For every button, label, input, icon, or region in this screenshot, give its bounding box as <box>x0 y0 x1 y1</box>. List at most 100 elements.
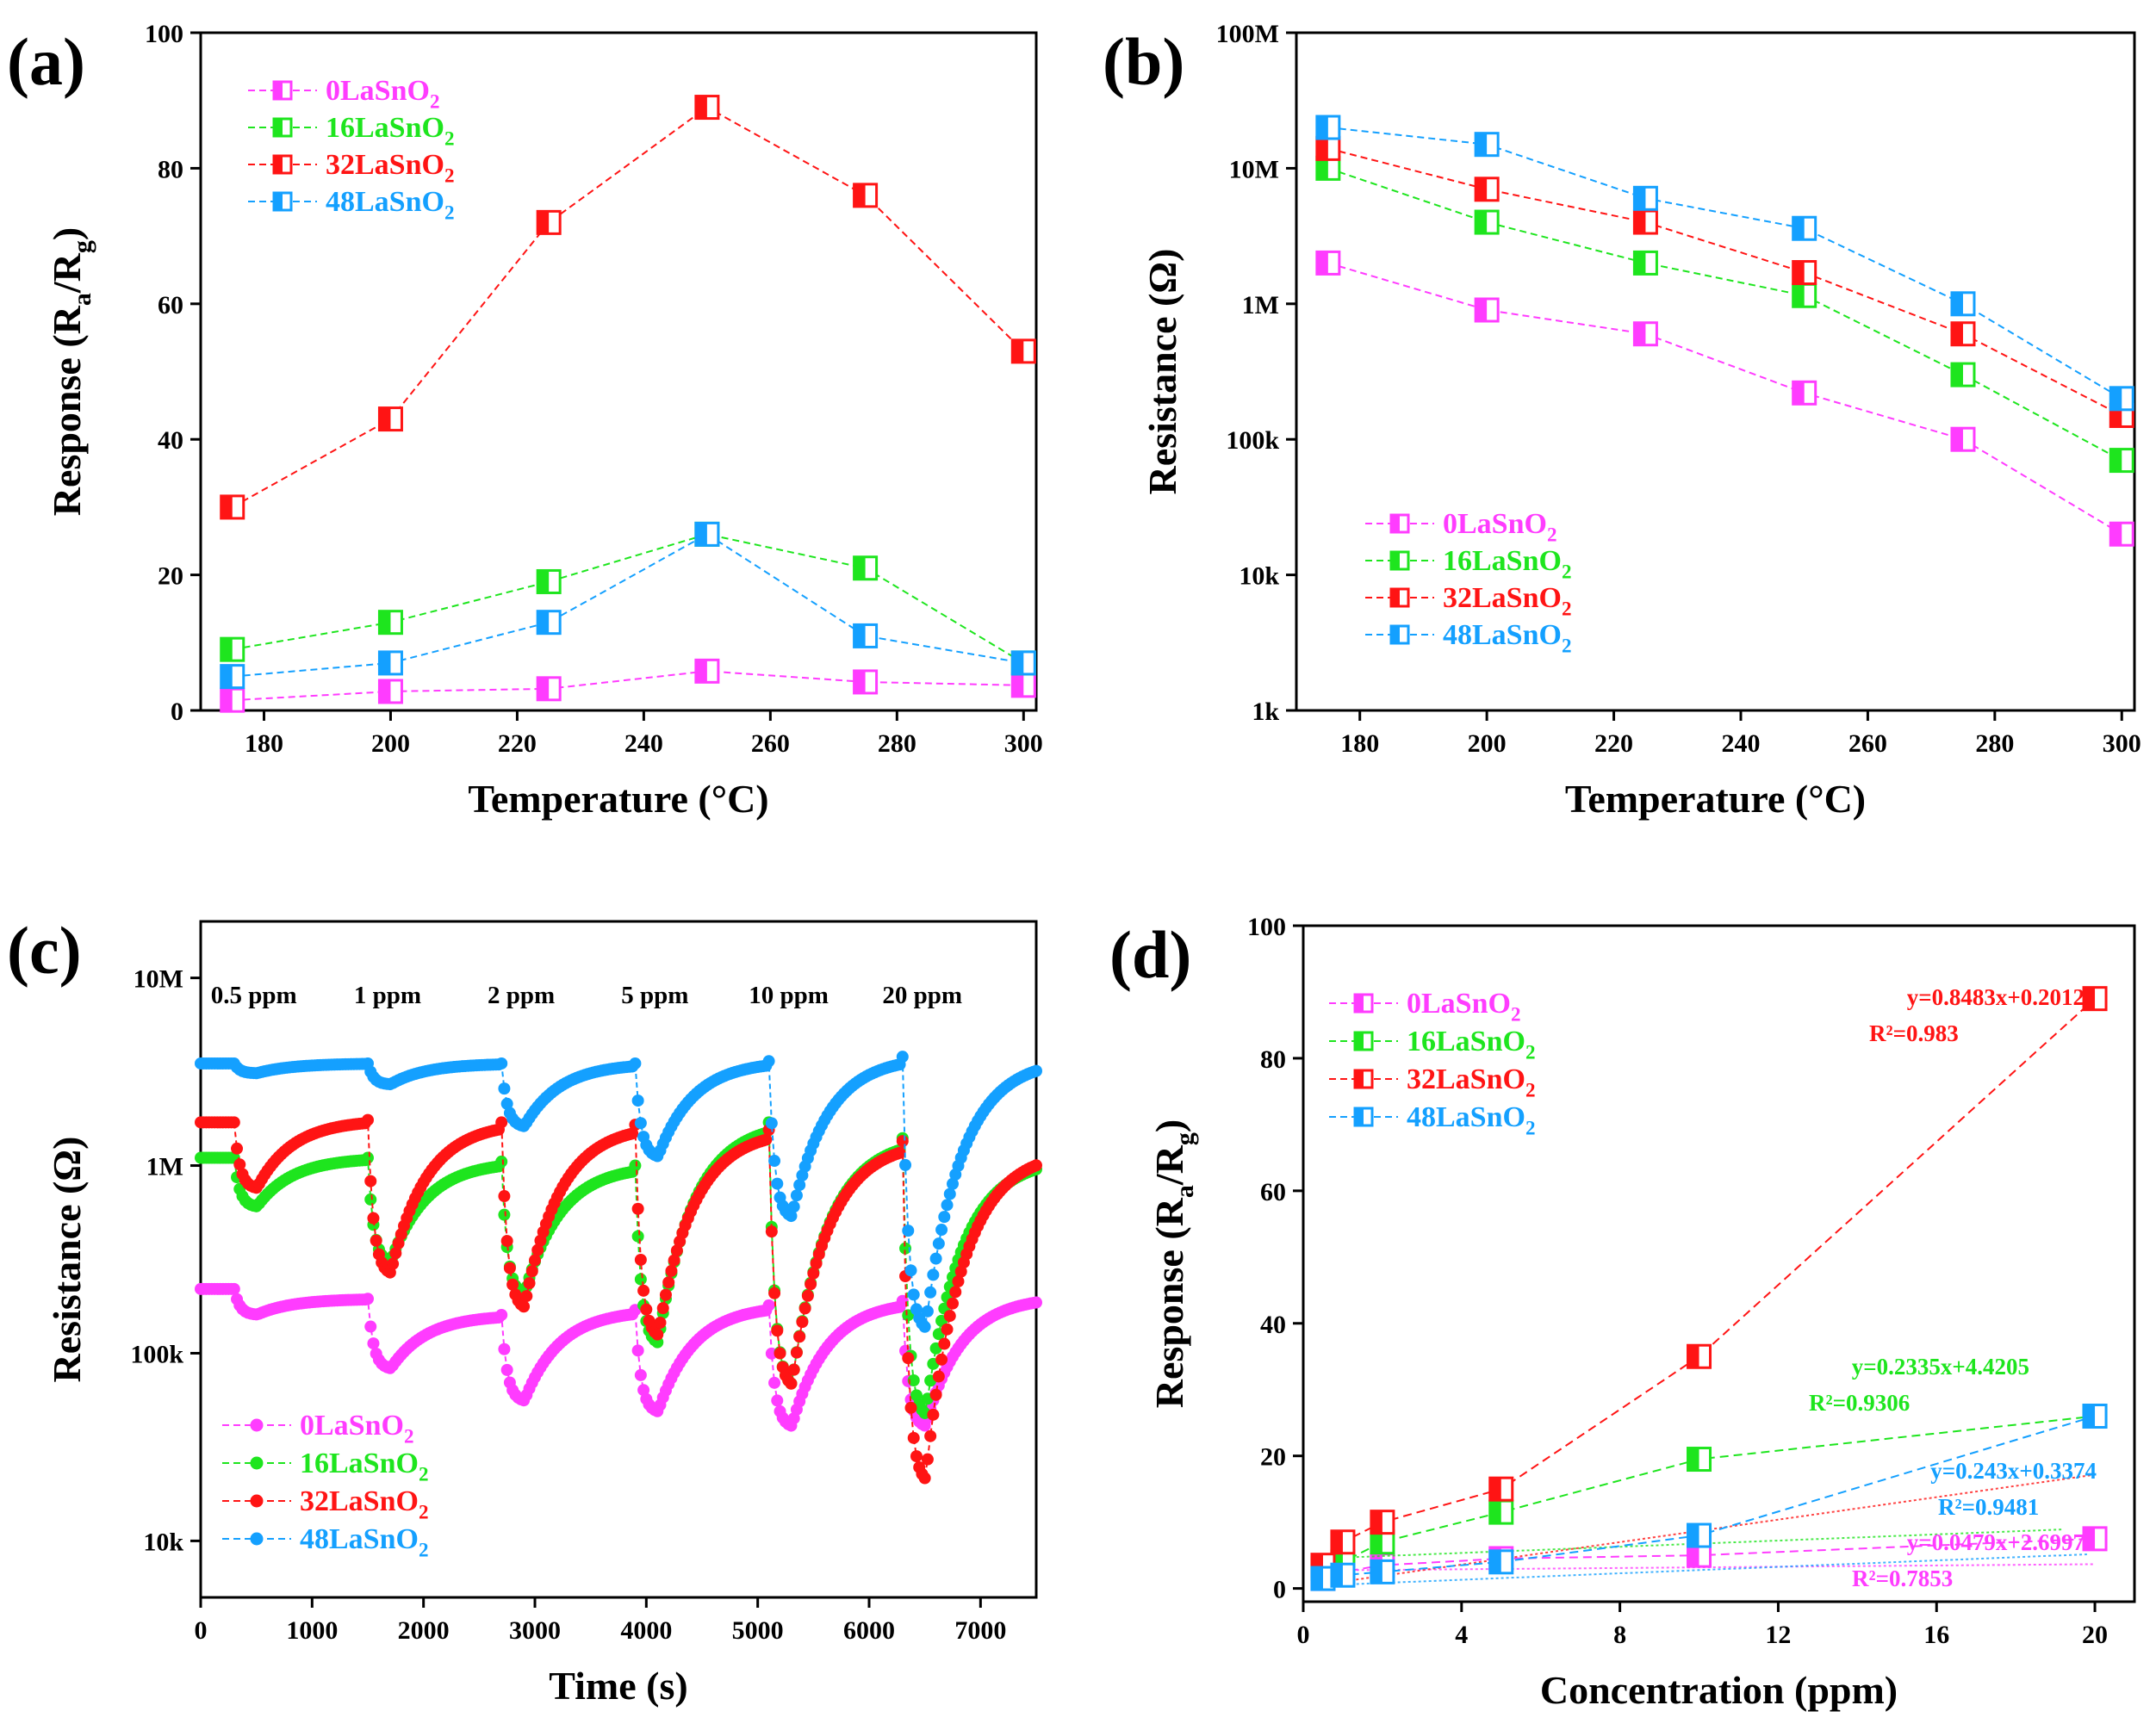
x-tick-label: 8 <box>1613 1621 1626 1649</box>
x-tick-label: 180 <box>1340 729 1379 758</box>
data-point-32LaSnO2 <box>949 1286 962 1299</box>
data-point-48LaSnO2 <box>932 1237 945 1250</box>
data-point-48LaSnO2 <box>929 1252 942 1265</box>
data-point-16LaSnO2-fill <box>379 611 391 634</box>
data-point-32LaSnO2 <box>935 1353 948 1366</box>
panel-a: 180 200 220 240 260 280 300 0 20 40 60 80 100 Tempera… <box>7 20 1043 821</box>
data-point-32LaSnO2 <box>810 1257 823 1270</box>
panel-label: (b) <box>1103 24 1184 99</box>
y-tick-label: 80 <box>158 155 183 183</box>
data-point-48LaSnO2-fill <box>221 665 233 688</box>
data-point-48LaSnO2 <box>631 1094 644 1107</box>
panel-b: 180 200 220 240 260 280 300 1k 10k 100k 1M 10M 100M T… <box>1103 20 2141 821</box>
data-point-16LaSnO2 <box>902 1309 915 1322</box>
data-point-16LaSnO2 <box>907 1374 920 1387</box>
data-point-16LaSnO2 <box>634 1273 647 1286</box>
data-point-16LaSnO2 <box>629 1159 642 1172</box>
data-point-48LaSnO2-fill <box>1311 1567 1323 1590</box>
panel-c: 0 1000 2000 3000 4000 5000 6000 7000 10k 100k 1M 10… <box>7 913 1042 1708</box>
legend-marker-16LaSnO2-fill <box>1391 552 1400 569</box>
data-point-48LaSnO2 <box>498 1082 511 1095</box>
y-tick-label: 60 <box>1260 1178 1286 1206</box>
y-tick-label: 100 <box>145 20 183 48</box>
data-point-16LaSnO2-fill <box>1634 251 1646 275</box>
data-point-48LaSnO2-fill <box>1489 1550 1501 1573</box>
legend-label-16LaSnO2: 16LaSnO2 <box>1407 1026 1536 1064</box>
data-point-48LaSnO2 <box>1030 1064 1042 1077</box>
data-point-48LaSnO2 <box>947 1177 959 1190</box>
series-line-16LaSnO2 <box>232 533 1024 664</box>
data-point-0LaSnO2-fill <box>1793 381 1805 405</box>
panel-label: (c) <box>7 913 82 988</box>
fit-equation-48LaSnO2: y=0.243x+0.3374 <box>1930 1458 2097 1484</box>
x-axis-title: Temperature (°C) <box>1565 777 1866 821</box>
data-point-32LaSnO2 <box>364 1175 377 1187</box>
x-tick-label: 3000 <box>509 1616 561 1645</box>
data-point-0LaSnO2 <box>1030 1296 1042 1309</box>
data-point-32LaSnO2 <box>362 1113 374 1126</box>
data-point-32LaSnO2 <box>938 1337 951 1350</box>
legend-marker-0LaSnO2-fill <box>1355 995 1364 1012</box>
data-point-48LaSnO2-fill <box>854 624 866 648</box>
legend-label-32LaSnO2: 32LaSnO2 <box>326 149 455 188</box>
data-point-32LaSnO2 <box>665 1264 678 1277</box>
x-tick-label: 280 <box>878 729 916 758</box>
x-tick-label: 12 <box>1765 1621 1791 1649</box>
data-point-32LaSnO2 <box>495 1116 508 1129</box>
x-tick-label: 200 <box>1468 729 1507 758</box>
legend-label-32LaSnO2: 32LaSnO2 <box>1407 1063 1536 1102</box>
data-point-0LaSnO2 <box>631 1344 644 1357</box>
data-point-32LaSnO2 <box>370 1234 382 1247</box>
x-tick-label: 240 <box>624 729 663 758</box>
data-point-0LaSnO2-fill <box>695 660 707 683</box>
y-tick-label: 100k <box>130 1340 183 1368</box>
y-axis-title: Resistance (Ω) <box>45 1137 89 1383</box>
data-point-32LaSnO2 <box>634 1253 647 1266</box>
y-tick-label: 1M <box>146 1153 183 1181</box>
data-point-32LaSnO2 <box>921 1453 934 1466</box>
y-tick-label: 1k <box>1252 698 1279 726</box>
legend-marker-32LaSnO2 <box>250 1494 264 1508</box>
y-axis-title: Response (Ra/Rg) <box>1147 1119 1199 1408</box>
data-point-16LaSnO2-fill <box>1316 157 1328 180</box>
x-tick-label: 300 <box>2103 729 2141 758</box>
data-point-32LaSnO2 <box>631 1202 644 1215</box>
data-point-32LaSnO2 <box>910 1450 923 1463</box>
data-point-48LaSnO2 <box>500 1097 513 1110</box>
legend-label-32LaSnO2: 32LaSnO2 <box>300 1485 429 1524</box>
data-point-0LaSnO2-fill <box>1687 1544 1699 1567</box>
data-point-32LaSnO2 <box>907 1431 920 1444</box>
data-point-0LaSnO2-fill <box>1476 299 1488 322</box>
x-tick-label: 5000 <box>732 1616 784 1645</box>
fit-r2-16LaSnO2: R²=0.9306 <box>1809 1390 1910 1416</box>
data-point-32LaSnO2 <box>1030 1159 1042 1172</box>
data-point-32LaSnO2 <box>918 1472 931 1485</box>
data-point-32LaSnO2-fill <box>854 183 866 207</box>
data-point-32LaSnO2 <box>927 1408 940 1421</box>
x-tick-label: 220 <box>1594 729 1633 758</box>
pulse-label: 5 ppm <box>621 982 688 1009</box>
data-point-32LaSnO2 <box>947 1297 959 1310</box>
data-point-32LaSnO2 <box>924 1429 937 1442</box>
y-tick-label: 1M <box>1242 291 1279 319</box>
data-point-32LaSnO2 <box>893 1146 906 1159</box>
legend-marker-48LaSnO2-fill <box>1391 626 1400 643</box>
plot-frame <box>1302 924 2136 1603</box>
pulse-label: 10 ppm <box>749 982 829 1009</box>
y-tick-label: 20 <box>158 562 183 591</box>
data-point-48LaSnO2-fill <box>2110 387 2122 410</box>
data-point-16LaSnO2-fill <box>854 556 866 580</box>
data-point-0LaSnO2 <box>634 1368 647 1381</box>
data-point-48LaSnO2-fill <box>695 523 707 546</box>
data-point-48LaSnO2 <box>921 1305 934 1318</box>
data-point-48LaSnO2 <box>793 1179 806 1192</box>
data-point-32LaSnO2 <box>227 1116 240 1129</box>
x-tick-label: 4000 <box>620 1616 672 1645</box>
plot-frame <box>1295 31 2136 712</box>
series-markers-0LaSnO2 <box>195 1282 1042 1432</box>
data-point-48LaSnO2-fill <box>1951 292 1963 315</box>
data-point-16LaSnO2-fill <box>1370 1530 1382 1553</box>
legend-marker-32LaSnO2-fill <box>1355 1070 1364 1088</box>
y-tick-label: 100M <box>1216 20 1279 48</box>
y-tick-label: 10k <box>143 1528 183 1556</box>
